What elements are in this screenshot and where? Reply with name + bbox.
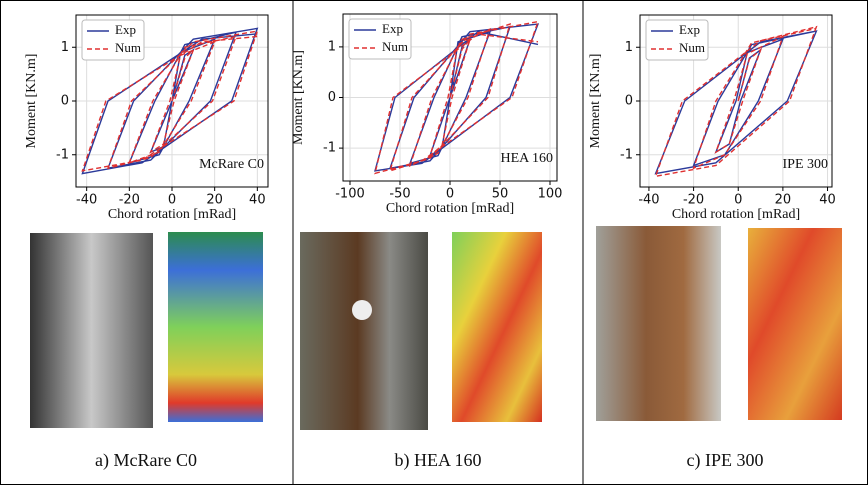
x-tick-label: 20 <box>206 193 223 208</box>
x-axis-label: Chord rotation [mRad] <box>672 207 800 222</box>
y-axis-label: Moment [KN.m] <box>588 54 603 149</box>
x-tick-label: -20 <box>683 193 704 208</box>
x-tick-label: 0 <box>168 193 176 208</box>
y-tick-label: 1 <box>61 40 69 55</box>
photo-detail <box>352 300 372 320</box>
fe-contour <box>168 232 263 422</box>
x-tick-label: -50 <box>389 187 410 202</box>
y-tick-label: 1 <box>328 39 336 54</box>
caption: c) IPE 300 <box>687 450 764 471</box>
y-axis-label: Moment [KN.m] <box>24 54 39 149</box>
y-tick-label: 0 <box>328 90 336 105</box>
x-tick-label: -40 <box>638 193 659 208</box>
legend-label: Exp <box>679 22 700 37</box>
x-tick-label: 40 <box>249 193 266 208</box>
y-tick-label: -1 <box>323 141 336 156</box>
y-tick-label: 0 <box>625 94 633 109</box>
x-tick-label: -100 <box>335 187 365 202</box>
legend-label: Num <box>382 39 408 54</box>
y-axis-label: Moment [KN.m] <box>291 50 306 145</box>
photo <box>596 226 721 421</box>
photo <box>30 233 153 428</box>
y-tick-label: -1 <box>620 147 633 162</box>
caption: a) McRare C0 <box>95 450 197 471</box>
legend-label: Exp <box>115 22 136 37</box>
x-tick-label: 100 <box>538 187 563 202</box>
legend-label: Num <box>115 40 141 55</box>
x-tick-label: 0 <box>734 193 742 208</box>
annotation: IPE 300 <box>783 157 829 172</box>
x-tick-label: 0 <box>446 187 454 202</box>
figure: -40 -20 0 20 40 -1 0 1 Exp Num McRare C0 Chord rota… <box>0 0 868 485</box>
caption: b) HEA 160 <box>395 450 482 471</box>
x-axis-label: Chord rotation [mRad] <box>108 207 236 222</box>
x-tick-label: 40 <box>819 193 836 208</box>
y-tick-label: 0 <box>61 94 69 109</box>
x-tick-label: -40 <box>76 193 97 208</box>
y-tick-label: -1 <box>56 147 69 162</box>
annotation: McRare C0 <box>199 157 264 172</box>
x-tick-label: 20 <box>775 193 792 208</box>
legend-label: Num <box>679 40 705 55</box>
x-tick-label: -20 <box>119 193 140 208</box>
legend-label: Exp <box>382 21 403 36</box>
fe-contour <box>748 228 842 420</box>
x-axis-label: Chord rotation [mRad] <box>386 201 514 216</box>
x-tick-label: 50 <box>492 187 509 202</box>
annotation: HEA 160 <box>501 151 554 166</box>
fe-contour <box>452 232 542 422</box>
y-tick-label: 1 <box>625 40 633 55</box>
photo <box>300 232 428 430</box>
